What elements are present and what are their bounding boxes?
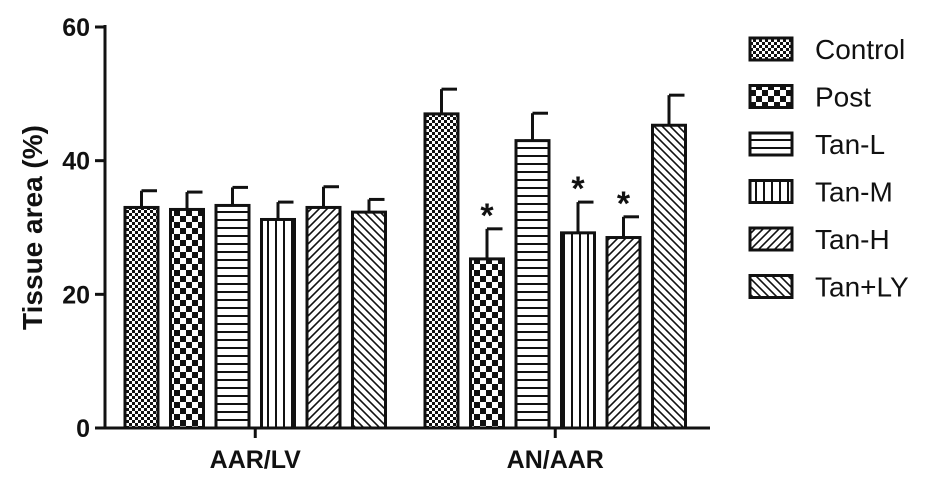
error-bar (367, 197, 385, 213)
bar (169, 207, 205, 430)
legend-label: Tan-M (815, 177, 893, 208)
bar (469, 257, 505, 430)
bar (214, 203, 251, 430)
error-bar (140, 189, 157, 208)
legend-swatch (748, 36, 794, 62)
legend-swatch (748, 226, 794, 252)
significance-marker: * (617, 185, 631, 223)
error-bar (322, 185, 339, 208)
bar (605, 236, 642, 430)
legend: Control Post Tan-L Tan-M Tan-H Tan+LY (748, 34, 909, 303)
y-tick-label: 0 (76, 415, 90, 443)
legend-swatch (748, 274, 794, 299)
legend-item: Tan-M (748, 177, 893, 208)
legend-swatch (748, 131, 794, 157)
legend-item: Tan+LY (748, 272, 909, 303)
error-bar (231, 185, 248, 206)
error-bar (531, 111, 548, 141)
bar (560, 231, 596, 430)
significance-marker: * (571, 170, 585, 208)
error-bar (485, 227, 503, 259)
legend-item: Tan-L (748, 129, 885, 160)
error-bar (576, 200, 594, 233)
x-category-label: AAR/LV (210, 446, 302, 474)
legend-label: Control (815, 34, 905, 65)
legend-label: Tan-H (815, 224, 890, 255)
bar (305, 205, 342, 430)
error-bar (440, 87, 457, 114)
legend-swatch (748, 84, 794, 109)
y-tick-label: 40 (62, 148, 90, 176)
bar (260, 217, 296, 430)
y-axis-title: Tissue area (%) (17, 125, 48, 330)
bar (351, 210, 387, 430)
plot-area: * * * (123, 87, 687, 430)
legend-item: Post (748, 82, 871, 113)
axes: 0 20 40 60 AAR/LV AN/AAR Tissue area (%) (17, 14, 710, 474)
x-category-label: AN/AAR (507, 446, 604, 474)
error-bar (185, 190, 203, 210)
error-bar (622, 215, 639, 238)
bar (423, 112, 460, 430)
y-tick-label: 20 (62, 281, 90, 309)
error-bar (276, 200, 294, 220)
legend-label: Post (815, 82, 871, 113)
error-bar (667, 93, 685, 126)
bar (514, 139, 551, 430)
legend-item: Control (748, 34, 905, 65)
y-tick-label: 60 (62, 14, 90, 42)
bar (123, 205, 160, 430)
legend-item: Tan-H (748, 224, 890, 255)
legend-swatch (748, 179, 794, 204)
significance-marker: * (480, 197, 494, 235)
legend-label: Tan+LY (815, 272, 909, 303)
legend-label: Tan-L (815, 129, 885, 160)
bar (651, 123, 687, 430)
